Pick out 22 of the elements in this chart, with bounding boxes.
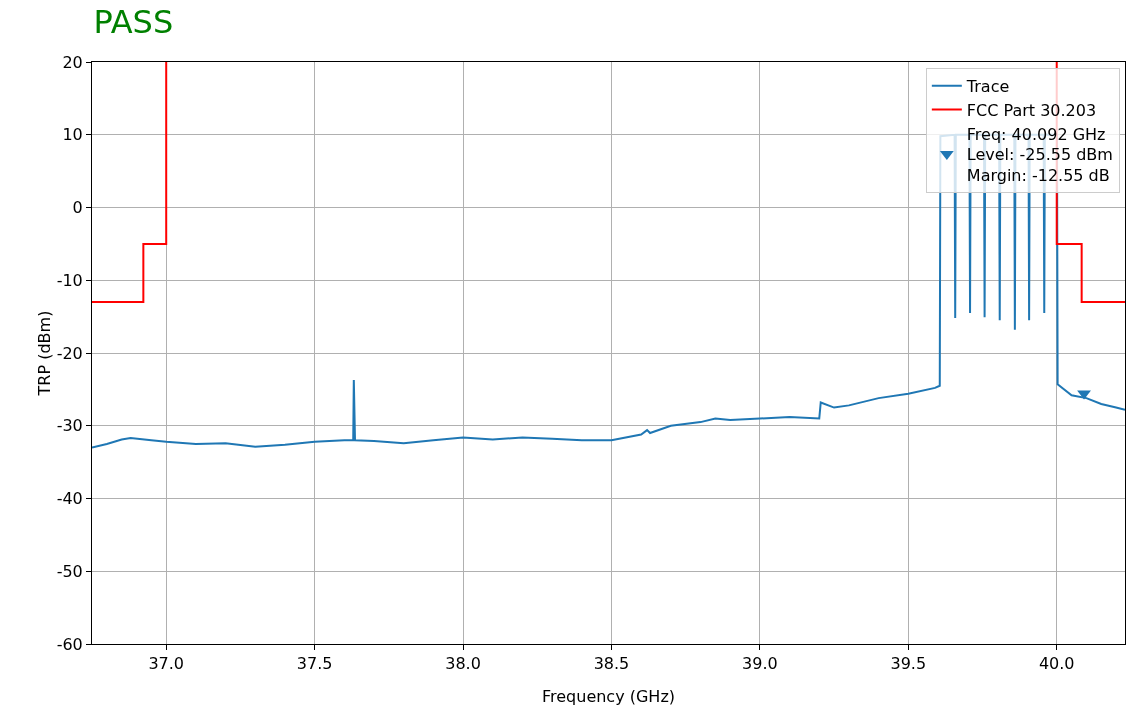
y-tick-label: -30 xyxy=(56,416,83,436)
x-tick-label: 37.5 xyxy=(296,654,333,674)
y-tick-label: -50 xyxy=(56,561,83,581)
y-tick-label: -20 xyxy=(56,343,83,363)
x-axis-title: Frequency (GHz) xyxy=(541,687,676,706)
x-tick-label: 37.0 xyxy=(148,654,185,674)
chart-title: PASS xyxy=(93,3,174,42)
x-tick-label: 39.5 xyxy=(890,654,927,674)
y-axis-title: TRP (dBm) xyxy=(35,310,54,397)
y-tick-label: -60 xyxy=(56,634,83,654)
y-tick-label: 20 xyxy=(62,52,83,72)
x-tick-label: 39.0 xyxy=(742,654,778,674)
legend-label: Freq: 40.092 GHz Level: -25.55 dBm Margin: -12.55 dB xyxy=(966,124,1113,186)
legend-label: Trace xyxy=(965,76,1010,96)
legend-label: FCC Part 30.203 xyxy=(966,100,1097,120)
y-tick-label: 10 xyxy=(62,125,83,145)
y-tick-label: 0 xyxy=(72,198,83,218)
y-tick-label: -40 xyxy=(56,489,83,509)
y-tick-label: -10 xyxy=(56,270,83,290)
x-tick-label: 38.5 xyxy=(593,654,630,674)
x-tick-label: 38.0 xyxy=(445,654,481,674)
x-tick-label: 40.0 xyxy=(1038,654,1075,674)
